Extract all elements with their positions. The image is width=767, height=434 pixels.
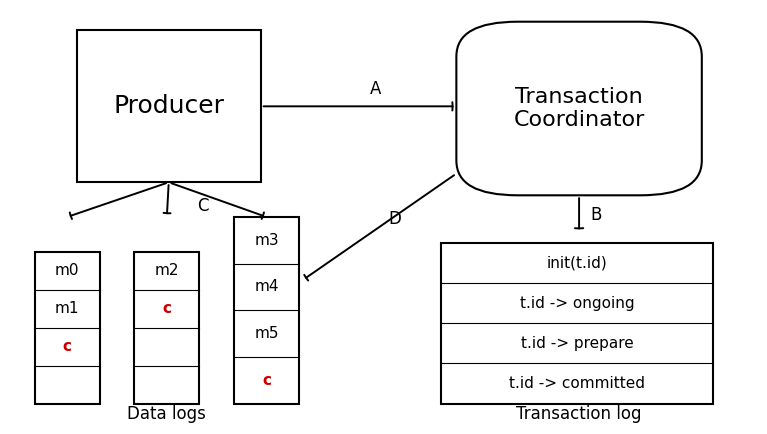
FancyBboxPatch shape (77, 30, 261, 182)
FancyBboxPatch shape (35, 252, 100, 404)
Text: m0: m0 (55, 263, 79, 278)
FancyBboxPatch shape (134, 252, 199, 404)
Text: m3: m3 (254, 233, 279, 248)
Text: Transaction
Coordinator: Transaction Coordinator (513, 87, 645, 130)
Text: Data logs: Data logs (127, 405, 206, 423)
Text: t.id -> committed: t.id -> committed (509, 376, 645, 391)
Text: t.id -> prepare: t.id -> prepare (521, 336, 634, 351)
Text: init(t.id): init(t.id) (547, 256, 607, 271)
Text: m2: m2 (155, 263, 179, 278)
Text: Producer: Producer (114, 94, 224, 118)
FancyBboxPatch shape (441, 243, 713, 404)
Text: C: C (198, 197, 209, 215)
Text: t.id -> ongoing: t.id -> ongoing (520, 296, 634, 311)
Text: B: B (591, 206, 602, 224)
Text: m4: m4 (255, 279, 278, 295)
Text: c: c (163, 301, 171, 316)
Text: D: D (389, 210, 401, 228)
Text: c: c (63, 339, 71, 354)
FancyBboxPatch shape (456, 22, 702, 195)
Text: A: A (370, 80, 381, 98)
Text: m1: m1 (55, 301, 79, 316)
FancyBboxPatch shape (234, 217, 299, 404)
Text: m5: m5 (255, 326, 278, 341)
Text: Transaction log: Transaction log (516, 405, 642, 423)
Text: c: c (262, 373, 271, 388)
